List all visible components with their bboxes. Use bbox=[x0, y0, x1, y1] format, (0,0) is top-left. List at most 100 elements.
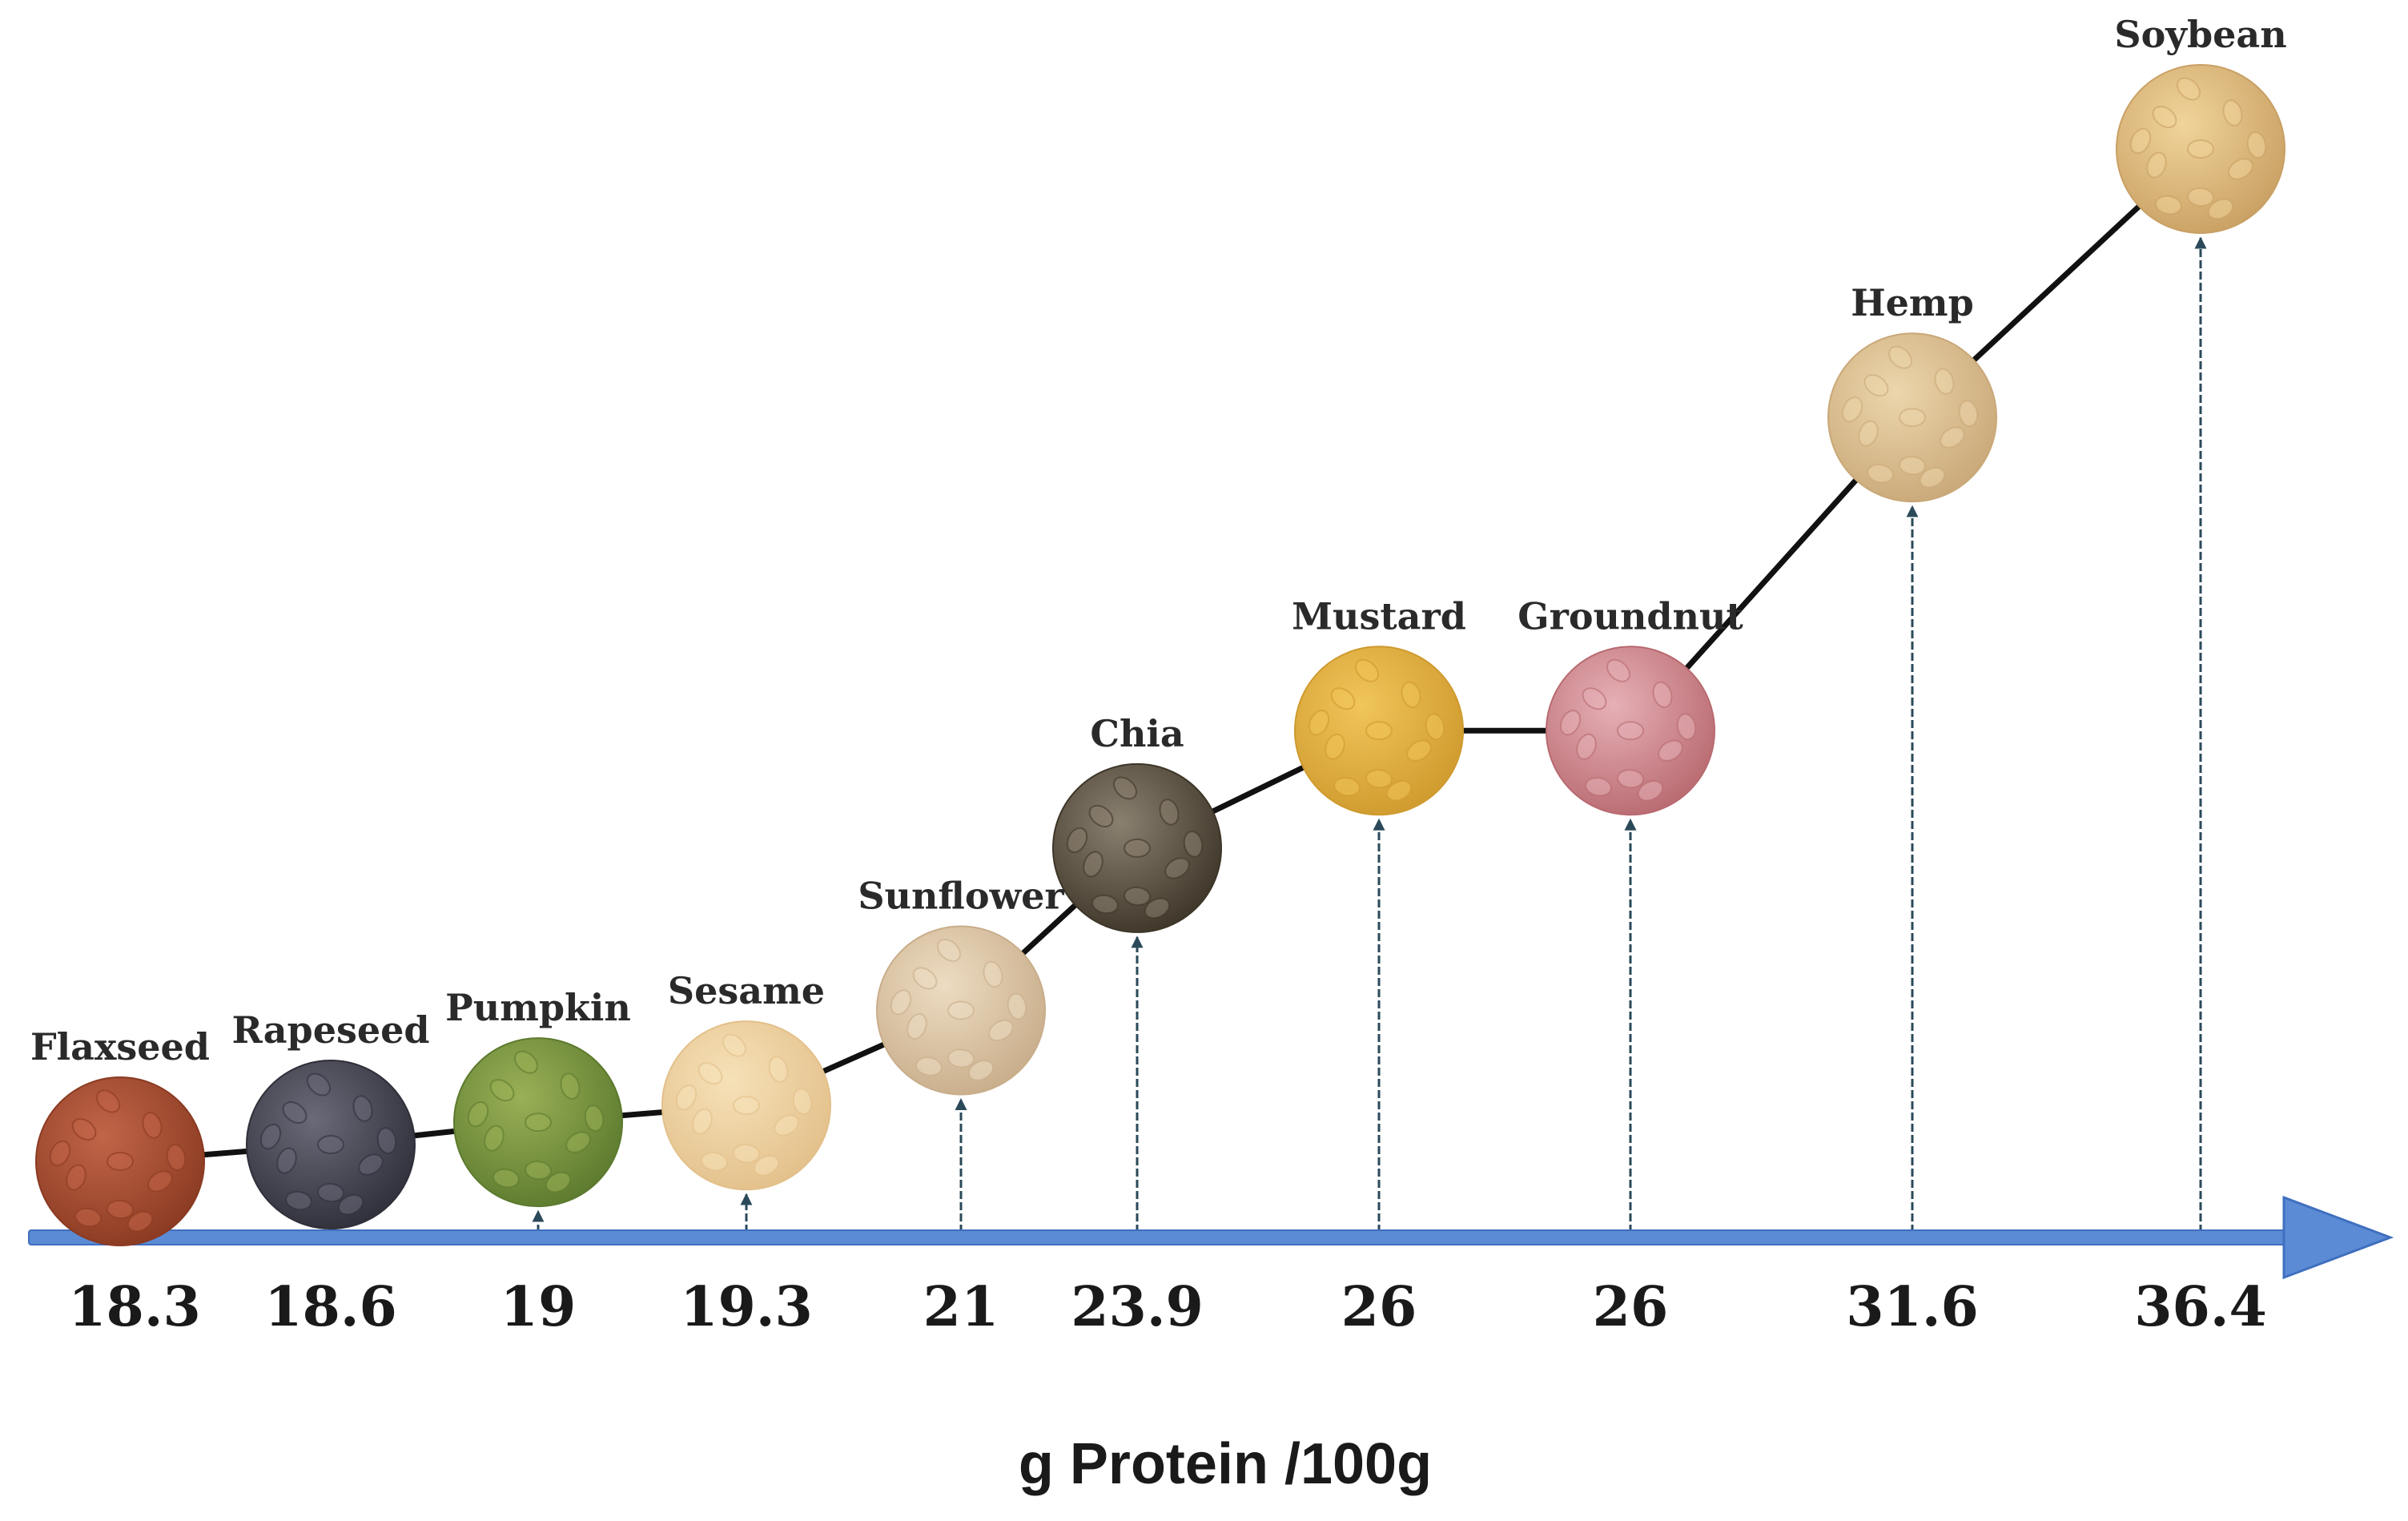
seed-grain bbox=[317, 1183, 344, 1203]
seed-grain bbox=[142, 1112, 163, 1139]
seed-grain bbox=[1652, 681, 1673, 708]
seed-grain bbox=[1934, 368, 1955, 395]
seed-grain bbox=[1183, 831, 1204, 858]
seed-grain bbox=[1308, 710, 1330, 736]
seed-name-label: Rapeseed bbox=[231, 1008, 429, 1052]
seed-grain bbox=[1841, 396, 1863, 423]
seed-name-label: Chia bbox=[1090, 712, 1184, 755]
seed-grain bbox=[947, 1000, 975, 1020]
value-tick-label: 18.6 bbox=[264, 1275, 397, 1339]
seed-grain bbox=[733, 1144, 760, 1164]
seed-grain bbox=[337, 1193, 364, 1216]
seed-grain bbox=[1582, 687, 1607, 710]
seed-grain bbox=[484, 1125, 505, 1152]
seed-grain bbox=[2187, 187, 2214, 207]
seed-grain bbox=[489, 1079, 515, 1102]
seed-grain bbox=[733, 1096, 760, 1116]
seed-grain bbox=[166, 1144, 187, 1171]
seed-grain bbox=[96, 1089, 120, 1113]
seed-grain bbox=[2187, 139, 2214, 159]
seed-grain bbox=[259, 1123, 282, 1150]
groundnut-icon bbox=[1546, 646, 1715, 816]
seed-grain bbox=[307, 1072, 331, 1096]
seed-grain bbox=[1083, 851, 1103, 878]
x-axis bbox=[28, 1195, 2394, 1280]
seed-grain bbox=[1863, 374, 1889, 397]
seed-grain bbox=[1958, 400, 1979, 428]
seed-grain bbox=[1007, 992, 1027, 1020]
seed-grain bbox=[1159, 799, 1180, 826]
seed-grain bbox=[358, 1153, 384, 1176]
seed-grain bbox=[1585, 777, 1612, 797]
seed-grain bbox=[1637, 780, 1664, 802]
seed-grain bbox=[107, 1199, 134, 1220]
value-tick-label: 18.3 bbox=[68, 1275, 201, 1339]
seed-grain bbox=[584, 1105, 605, 1132]
seed-grain bbox=[2207, 198, 2234, 220]
seed-name-label: Flaxseed bbox=[30, 1025, 210, 1068]
seed-name-label: Mustard bbox=[1292, 594, 1466, 638]
seed-grain bbox=[768, 1056, 789, 1083]
value-tick-label: 19 bbox=[500, 1275, 577, 1339]
seed-grain bbox=[1425, 713, 1445, 741]
x-axis-bar bbox=[28, 1229, 2293, 1245]
seed-grain bbox=[1940, 426, 1965, 449]
seed-grain bbox=[560, 1072, 581, 1100]
seed-grain bbox=[565, 1131, 591, 1153]
pumpkin-seed-icon bbox=[453, 1037, 623, 1208]
seed-grain bbox=[352, 1095, 373, 1122]
seed-grain bbox=[1888, 345, 1912, 369]
seed-grain bbox=[1164, 857, 1190, 879]
seed-grain bbox=[753, 1154, 780, 1177]
seed-grain bbox=[1124, 838, 1151, 858]
seed-grain bbox=[988, 1019, 1014, 1042]
seed-grain bbox=[492, 1168, 520, 1189]
sesame-seed-icon bbox=[661, 1020, 831, 1191]
seed-grain bbox=[1385, 780, 1413, 802]
seed-grain bbox=[1333, 777, 1361, 797]
seed-grain bbox=[2246, 131, 2267, 159]
seed-grain bbox=[915, 1056, 943, 1076]
value-labels: 18.3 18.6 19 19.3 21 23.9 26 26 31.6 36.4 bbox=[68, 1275, 2267, 1339]
seed-grain bbox=[525, 1161, 552, 1181]
soybean-icon bbox=[2116, 64, 2285, 234]
sunflower-seed-icon bbox=[876, 925, 1046, 1096]
rapeseed-icon bbox=[246, 1060, 416, 1230]
seed-grain bbox=[127, 1210, 154, 1233]
seed-grain bbox=[71, 1117, 97, 1141]
seed-grain bbox=[701, 1151, 728, 1172]
seed-grain bbox=[967, 1060, 995, 1081]
seed-grain bbox=[282, 1101, 308, 1125]
seed-grain bbox=[285, 1190, 312, 1211]
seed-grain bbox=[525, 1113, 552, 1133]
stems-layer bbox=[532, 236, 2207, 1233]
seed-grain bbox=[692, 1108, 713, 1135]
seed-grain bbox=[983, 960, 1003, 988]
seed-grain bbox=[1559, 710, 1582, 736]
seed-grain bbox=[1617, 721, 1644, 741]
seed-grain bbox=[467, 1101, 489, 1128]
value-tick-label: 19.3 bbox=[680, 1275, 813, 1339]
seed-grain bbox=[1365, 721, 1393, 741]
seed-grain bbox=[1365, 769, 1393, 789]
seed-grain bbox=[1606, 658, 1630, 682]
seed-grain bbox=[1091, 894, 1119, 915]
seed-names: Flaxseed Rapeseed Pumpkin Sesame Sunflower Ch… bbox=[30, 13, 2287, 1068]
seed-grain bbox=[317, 1135, 344, 1155]
seed-grain bbox=[2222, 99, 2243, 127]
seed-grain bbox=[66, 1164, 86, 1191]
seed-grain bbox=[1919, 467, 1946, 489]
seeds-layer bbox=[35, 64, 2285, 1246]
value-tick-label: 23.9 bbox=[1071, 1275, 1204, 1339]
seed-grain bbox=[1576, 733, 1597, 760]
seed-grain bbox=[1658, 739, 1683, 762]
seed-grain bbox=[947, 1048, 975, 1068]
seed-grain bbox=[1617, 769, 1644, 789]
seed-grain bbox=[514, 1050, 538, 1074]
seed-grain bbox=[2155, 195, 2182, 215]
seed-grain bbox=[74, 1207, 102, 1228]
seed-name-label: Pumpkin bbox=[445, 986, 631, 1029]
seed-grain bbox=[2129, 127, 2152, 155]
seed-grain bbox=[2146, 151, 2167, 179]
seed-grain bbox=[937, 938, 961, 962]
